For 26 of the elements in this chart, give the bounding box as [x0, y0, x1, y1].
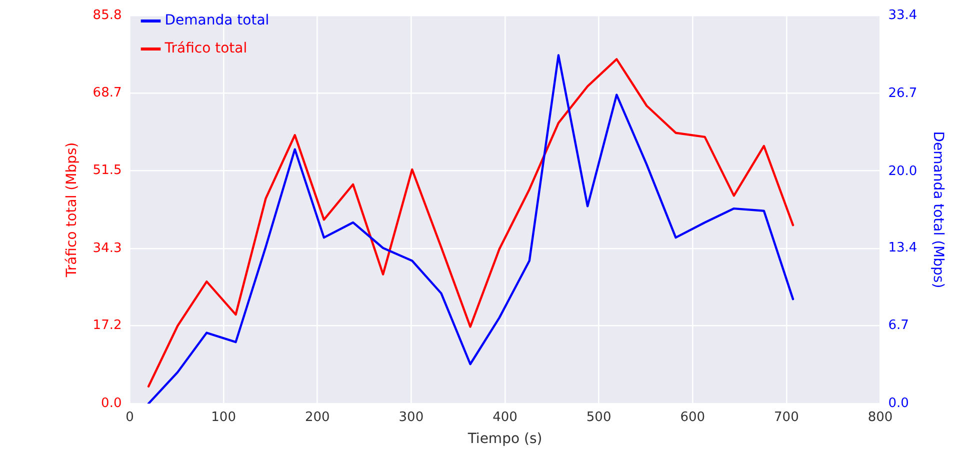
y2-axis-title: Demanda total (Mbps) [930, 131, 946, 288]
y2-tick-label: 33.4 [888, 8, 918, 24]
x-tick-label: 800 [868, 410, 893, 425]
y-tick-label: 51.5 [92, 163, 122, 178]
x-tick-label: 0 [126, 410, 134, 425]
x-tick-label: 700 [774, 410, 799, 425]
y-tick-label: 17.2 [92, 318, 122, 334]
y-tick-label: 85.8 [92, 8, 122, 24]
y-axis-title: Tráfico total (Mbps) [64, 142, 80, 278]
y2-tick-label: 20.0 [888, 164, 918, 179]
y2-tick-label: 6.7 [888, 318, 909, 334]
legend-label: Demanda total [164, 12, 270, 29]
x-tick-label: 100 [211, 410, 236, 425]
y2-tick-label: 26.7 [888, 86, 918, 101]
y-tick-label: 0.0 [101, 396, 122, 411]
x-tick-label: 400 [492, 410, 518, 425]
x-tick-label: 300 [398, 410, 424, 425]
x-tick-label: 200 [304, 410, 330, 425]
x-tick-label: 500 [586, 410, 612, 425]
y-tick-label: 34.3 [92, 240, 122, 256]
y-tick-label: 68.7 [92, 85, 122, 100]
legend-label: Tráfico total [164, 40, 248, 57]
x-tick-label: 600 [680, 410, 706, 425]
x-axis-title: Tiempo (s) [466, 431, 542, 448]
y2-tick-label: 13.4 [888, 240, 918, 256]
y2-tick-label: 0.0 [888, 396, 909, 411]
